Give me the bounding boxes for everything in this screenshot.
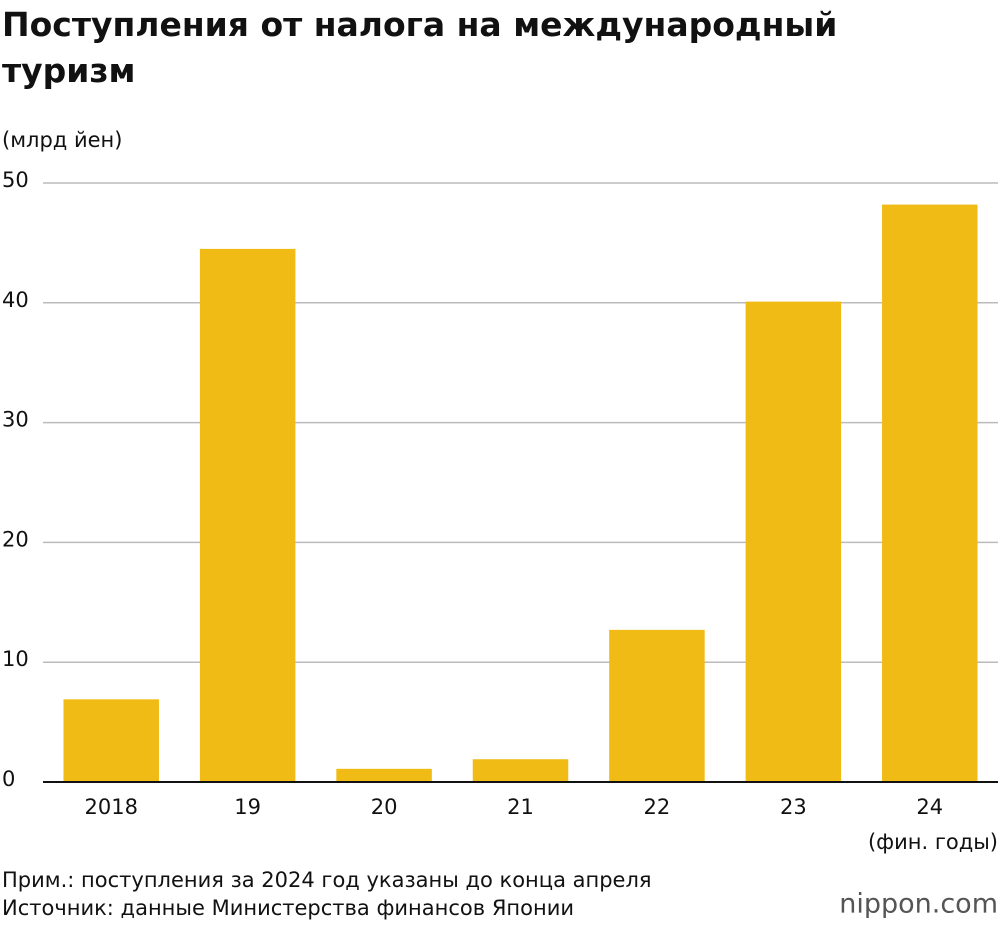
bar (199, 248, 296, 782)
bar (336, 768, 432, 782)
logo: nippon.com (839, 889, 998, 920)
y-axis-label: (млрд йен) (2, 128, 122, 152)
bar (63, 699, 159, 782)
x-tick-label: 21 (507, 795, 534, 819)
x-tick-label: 24 (916, 795, 943, 819)
y-tick-label: 0 (2, 767, 15, 791)
x-tick-label: 19 (234, 795, 261, 819)
bar (745, 301, 842, 782)
y-tick-label: 40 (2, 288, 29, 312)
bar (609, 629, 705, 782)
x-axis-label: (фин. годы) (868, 830, 998, 854)
x-tick-label: 23 (780, 795, 807, 819)
x-tick-label: 20 (371, 795, 398, 819)
note: Прим.: поступления за 2024 год указаны д… (2, 868, 652, 892)
x-tick-label: 22 (644, 795, 671, 819)
chart-title: Поступления от налога на международный т… (2, 5, 838, 90)
bar (472, 759, 569, 782)
y-tick-label: 50 (2, 168, 29, 192)
bar (882, 204, 978, 783)
x-tick-label: 2018 (84, 795, 137, 819)
y-tick-label: 30 (2, 408, 29, 432)
source: Источник: данные Министерства финансов Я… (2, 896, 574, 920)
y-tick-label: 10 (2, 647, 29, 671)
y-tick-label: 20 (2, 527, 29, 551)
